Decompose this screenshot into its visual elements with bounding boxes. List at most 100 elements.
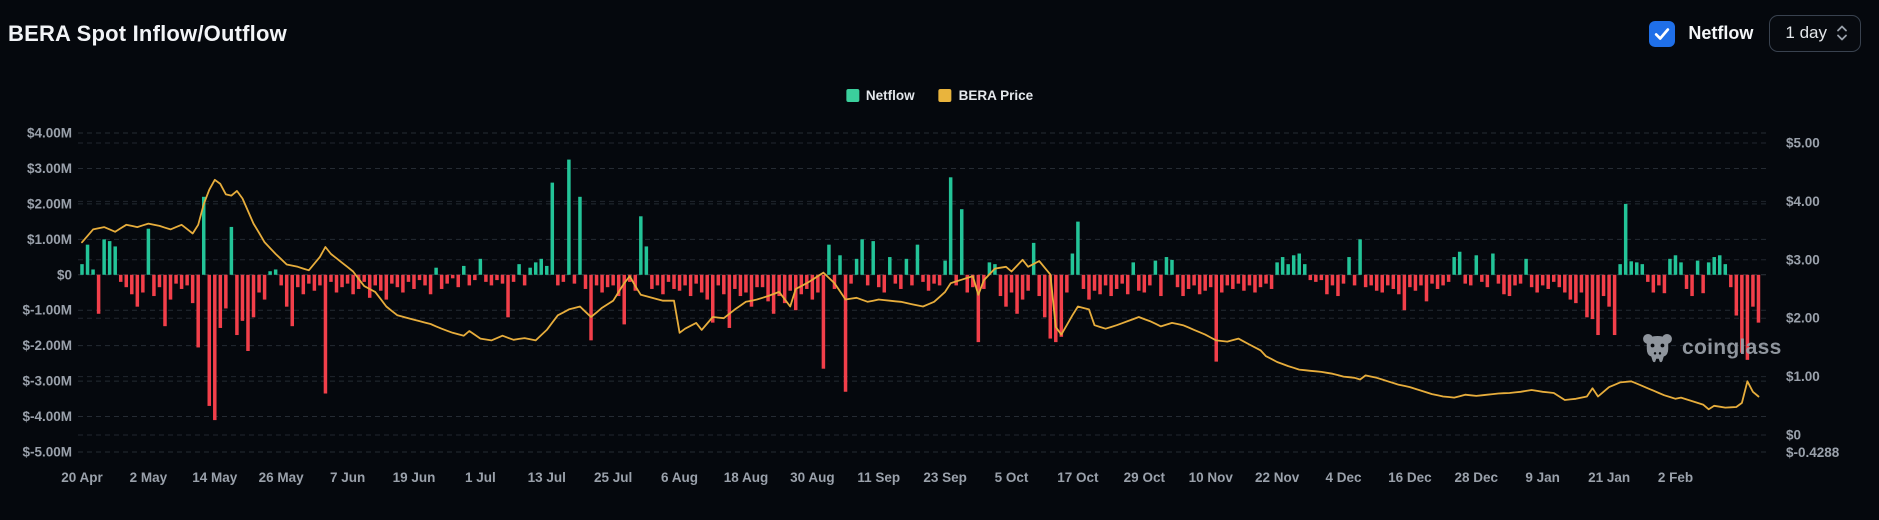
netflow-bar [423, 274, 427, 286]
netflow-bar [506, 274, 510, 318]
netflow-bar [760, 274, 765, 288]
right-axis-tick-label: $4.00 [1786, 194, 1820, 209]
netflow-bar [1740, 274, 1744, 353]
netflow-bar [284, 274, 289, 307]
netflow-bar [539, 258, 543, 275]
netflow-bar [1308, 274, 1313, 281]
netflow-bar [1109, 274, 1113, 297]
netflow-bar [1496, 274, 1501, 284]
netflow-bar [1114, 274, 1119, 289]
netflow-bar [251, 274, 256, 318]
netflow-bar [1026, 274, 1030, 291]
netflow-bar [1435, 274, 1440, 289]
netflow-bar [1341, 274, 1346, 284]
left-axis-tick-label: $2.00M [27, 196, 72, 211]
netflow-bar [1220, 274, 1224, 293]
netflow-bar [345, 274, 350, 284]
netflow-bar [1258, 274, 1263, 288]
netflow-bar [334, 274, 339, 293]
netflow-bar [937, 274, 942, 286]
netflow-bar [1524, 258, 1528, 275]
netflow-bar [390, 274, 394, 284]
netflow-bar [517, 264, 521, 275]
netflow-bar [1125, 274, 1130, 295]
netflow-checkbox[interactable] [1649, 20, 1676, 47]
netflow-bar [1142, 274, 1147, 293]
netflow-bar [1186, 274, 1191, 289]
netflow-bar [793, 274, 798, 311]
netflow-bar [1325, 274, 1329, 295]
netflow-bar [1546, 274, 1550, 289]
netflow-bar [1214, 274, 1218, 362]
netflow-bar [1590, 274, 1595, 320]
netflow-bar [838, 255, 842, 275]
netflow-bar [1756, 274, 1761, 323]
netflow-bar [1601, 274, 1606, 297]
netflow-bar [257, 274, 261, 293]
netflow-bar [1236, 274, 1241, 284]
netflow-bar [810, 274, 815, 300]
netflow-bar [384, 274, 389, 300]
netflow-bar [124, 274, 129, 288]
netflow-bar [174, 274, 178, 284]
netflow-bar [1446, 274, 1451, 282]
netflow-bar [561, 274, 566, 282]
netflow-bar [1098, 274, 1102, 295]
netflow-bar [871, 241, 875, 275]
netflow-bar [578, 196, 582, 275]
netflow-bar [152, 274, 156, 297]
netflow-bar [462, 265, 466, 275]
netflow-bar [1585, 274, 1589, 318]
left-axis-tick-label: $3.00M [27, 161, 72, 176]
netflow-bar [1242, 274, 1246, 291]
netflow-bar [85, 244, 90, 275]
netflow-bar [600, 274, 604, 293]
netflow-bar [1170, 259, 1174, 275]
netflow-bar [655, 274, 660, 286]
netflow-bar [107, 241, 112, 275]
netflow-bar [340, 274, 344, 288]
x-axis-tick-label: 26 May [259, 470, 305, 485]
netflow-bar [1253, 274, 1257, 293]
netflow-bar [1203, 274, 1207, 291]
netflow-bar [1402, 274, 1407, 311]
chart-controls: Netflow 1 day [1649, 15, 1861, 52]
netflow-bar [716, 274, 721, 286]
netflow-bar [1009, 274, 1014, 293]
netflow-bar [545, 265, 549, 275]
netflow-bar [661, 274, 665, 295]
netflow-bar [1623, 203, 1628, 275]
netflow-bar [1319, 274, 1324, 281]
netflow-bar [633, 274, 638, 291]
x-axis-tick-label: 23 Sep [923, 470, 967, 485]
interval-dropdown[interactable]: 1 day [1769, 15, 1861, 52]
legend-item-bera-price[interactable]: BERA Price [938, 88, 1033, 103]
legend-item-netflow[interactable]: Netflow [845, 88, 915, 103]
x-axis-tick-label: 17 Oct [1057, 470, 1099, 485]
netflow-bar [699, 274, 704, 293]
netflow-bar [1020, 274, 1025, 300]
x-axis-tick-label: 7 Jun [330, 470, 365, 485]
netflow-bar [1513, 274, 1517, 286]
netflow-bar [157, 274, 162, 288]
netflow-bar [1717, 255, 1722, 275]
x-axis-tick-label: 9 Jan [1525, 470, 1560, 485]
netflow-bar [943, 260, 947, 275]
netflow-bar [1297, 253, 1301, 275]
x-axis-tick-label: 25 Jul [594, 470, 632, 485]
netflow-bar [213, 274, 217, 421]
netflow-bar [628, 274, 632, 282]
netflow-bar [296, 274, 300, 288]
netflow-bar [727, 274, 732, 328]
netflow-bar [1646, 274, 1650, 282]
netflow-bar [899, 274, 903, 289]
netflow-bar [1264, 274, 1268, 284]
netflow-bar [1347, 257, 1351, 275]
netflow-bar [318, 274, 322, 286]
netflow-bar [1269, 274, 1274, 289]
netflow-toggle[interactable]: Netflow [1649, 20, 1753, 47]
netflow-bar [168, 274, 173, 300]
netflow-swatch [845, 89, 859, 102]
x-axis-tick-label: 21 Jan [1588, 470, 1630, 485]
netflow-bar [262, 274, 267, 300]
